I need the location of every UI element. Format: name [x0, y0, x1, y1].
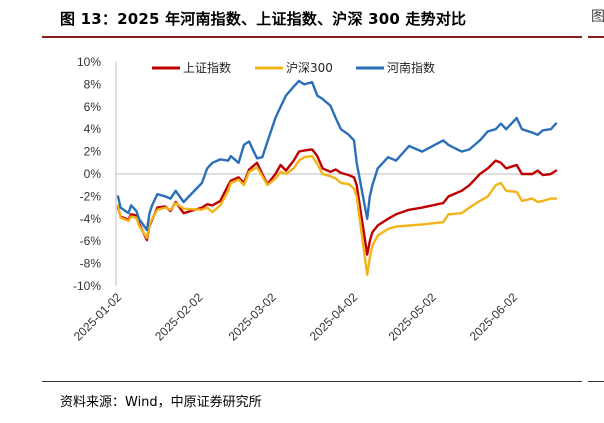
y-tick-label: 10%: [77, 55, 101, 69]
y-tick-label: 2%: [84, 145, 102, 159]
figure-title: 图 13：2025 年河南指数、上证指数、沪深 300 走势对比: [60, 10, 467, 28]
y-tick-label: 4%: [84, 122, 102, 136]
x-tick-label: 2025-02-02: [152, 290, 206, 344]
source-rule-neighbor: [588, 381, 604, 382]
y-tick-label: 0%: [84, 167, 102, 181]
x-tick-label: 2025-03-02: [226, 290, 280, 344]
y-tick-label: -6%: [80, 234, 102, 248]
y-axis: 10% 8% 6% 4% 2% 0% -2% -4% -6% -8% -10%: [73, 55, 117, 293]
source-note: 资料来源：Wind，中原证券研究所: [60, 395, 262, 410]
legend-label: 沪深300: [286, 61, 333, 75]
x-tick-label: 2025-06-02: [467, 290, 521, 344]
line-chart: 10% 8% 6% 4% 2% 0% -2% -4% -6% -8% -10% 2025-01-02…: [71, 55, 558, 344]
y-tick-label: -8%: [80, 257, 102, 271]
source-rule: [42, 381, 582, 382]
y-tick-label: -4%: [80, 212, 102, 226]
x-axis: 2025-01-02 2025-02-02 2025-03-02 2025-04-02…: [71, 290, 521, 344]
series-lines: [116, 79, 558, 276]
cropped-neighbor-glyph: 图: [591, 9, 604, 25]
title-rule: [42, 36, 582, 38]
chart-legend: 上证指数 沪深300 河南指数: [152, 60, 435, 75]
y-tick-label: -2%: [80, 189, 102, 203]
series-line: [116, 79, 558, 232]
legend-label: 上证指数: [183, 60, 231, 75]
title-rule-neighbor: [588, 36, 604, 38]
y-tick-label: -10%: [73, 279, 101, 293]
x-tick-label: 2025-04-02: [307, 290, 361, 344]
y-tick-label: 6%: [84, 100, 102, 114]
x-tick-label: 2025-05-02: [386, 290, 440, 344]
legend-label: 河南指数: [387, 60, 435, 75]
series-line: [116, 154, 558, 276]
y-tick-label: 8%: [84, 77, 102, 91]
x-tick-label: 2025-01-02: [71, 290, 125, 344]
